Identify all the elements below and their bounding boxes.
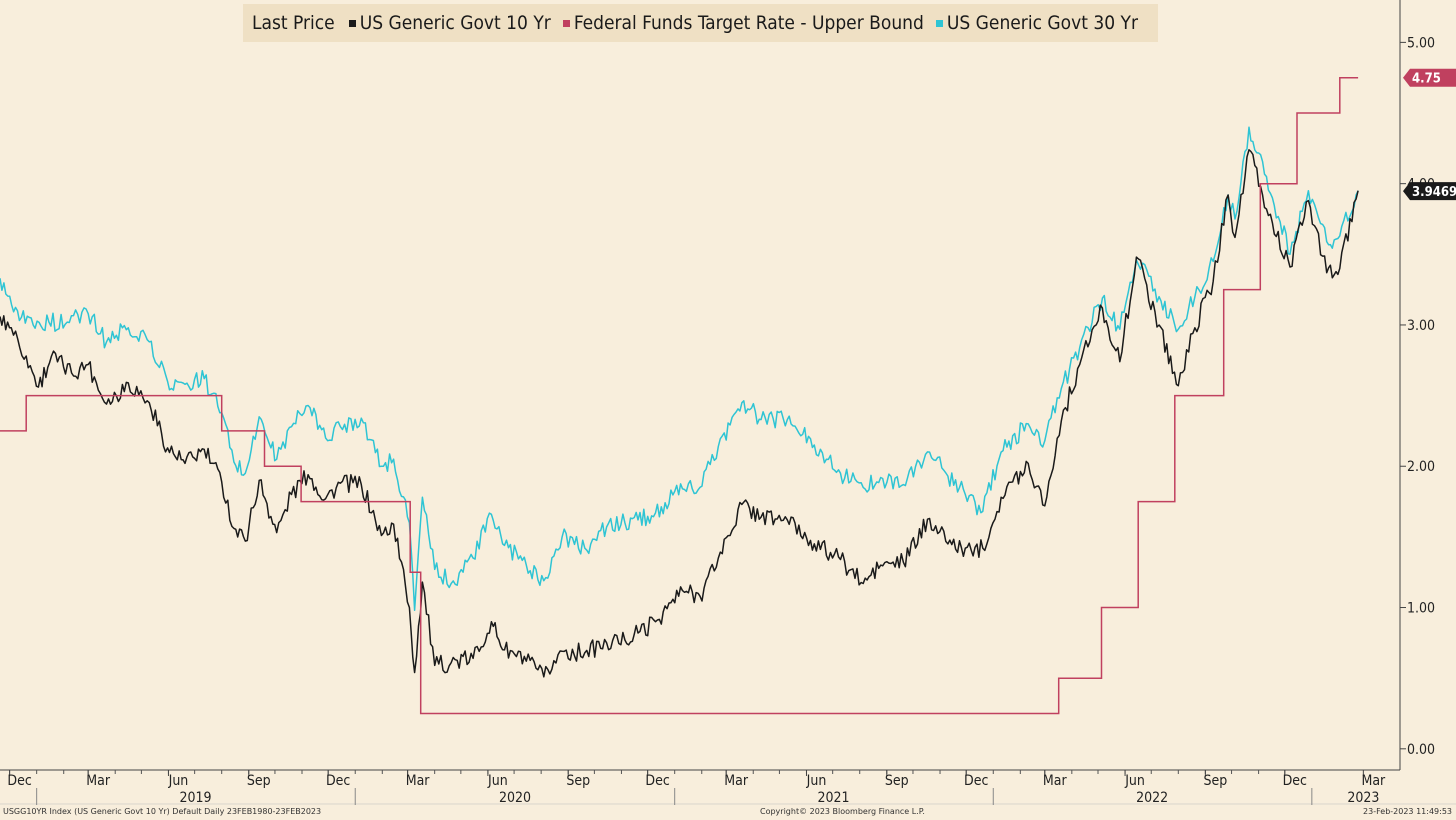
x-tick-label: Dec [964,773,988,789]
series-line-thirty-year [0,126,1359,612]
x-tick-label: Mar [406,773,431,789]
legend: Last Price US Generic Govt 10 Yr Federal… [243,4,1158,42]
x-tick-label: Mar [724,773,749,789]
x-tick-label: Mar [1361,773,1386,789]
last-value-tag-ten-year-text: 3.9469 [1412,185,1456,200]
y-tick-label: 5.00 [1407,35,1435,51]
last-value-tag-fed-funds-shape [1403,68,1456,87]
x-tick-label: Dec [7,773,31,789]
y-tick-label: 0.00 [1407,742,1435,758]
legend-title: Last Price [252,12,335,34]
legend-swatch-fed-funds [562,19,570,27]
legend-label-thirty-year: US Generic Govt 30 Yr [946,12,1138,34]
x-tick-label: Dec [1283,773,1307,789]
y-tick-label: 2.00 [1407,459,1435,475]
footer-left-text: USGG10YR Index (US Generic Govt 10 Yr) D… [3,807,322,816]
x-tick-label: Dec [645,773,669,789]
x-tick-label: Dec [326,773,350,789]
legend-item-fed-funds: Federal Funds Target Rate - Upper Bound [562,12,924,34]
last-value-tag-fed-funds-text: 4.75 [1412,72,1441,87]
x-tick-label: Sep [1203,773,1227,789]
footer-copyright: Copyright© 2023 Bloomberg Finance L.P. [760,807,925,816]
x-tick-label: Sep [566,773,590,789]
legend-label-ten-year: US Generic Govt 10 Yr [359,12,551,34]
last-value-tag-ten-year-shape [1403,182,1456,201]
x-tick-label: Jun [1124,773,1145,789]
x-tick-label: Mar [86,773,111,789]
footer-timestamp: 23-Feb-2023 11:49:53 [1363,807,1452,816]
x-tick-label: Sep [247,773,271,789]
legend-swatch-thirty-year [935,19,943,27]
y-tick-label: 3.00 [1407,318,1435,334]
series-layer [0,76,1359,715]
legend-label-fed-funds: Federal Funds Target Rate - Upper Bound [573,12,924,34]
series-line-fed-funds [0,76,1359,715]
x-year-label: 2022 [1136,790,1168,806]
x-year-label: 2020 [499,790,531,806]
x-tick-label: Jun [168,773,189,789]
y-tick-label: 1.00 [1407,601,1435,617]
legend-swatch-ten-year [348,19,356,27]
x-tick-label: Jun [487,773,508,789]
x-tick-label: Sep [885,773,909,789]
x-year-label: 2021 [818,790,850,806]
x-tick-label: Jun [806,773,827,789]
last-value-tags: 4.75 3.9469 [1403,68,1456,201]
legend-item-thirty-year: US Generic Govt 30 Yr [935,12,1138,34]
legend-item-ten-year: US Generic Govt 10 Yr [348,12,551,34]
x-year-label: 2019 [179,790,211,806]
x-year-label: 2023 [1347,790,1379,806]
series-line-ten-year [0,149,1359,678]
x-tick-label: Mar [1043,773,1068,789]
